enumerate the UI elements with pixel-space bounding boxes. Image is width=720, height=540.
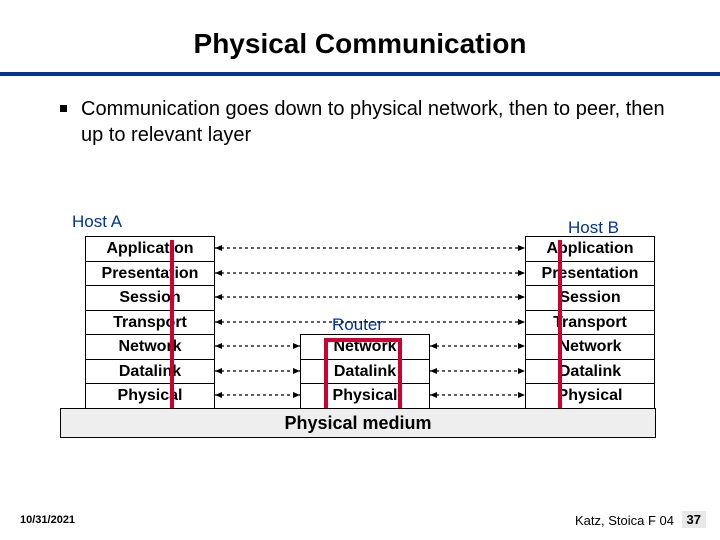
layer-cell: Physical <box>85 383 215 409</box>
footer-credit: Katz, Stoica F 04 <box>575 513 674 528</box>
layer-cell: Session <box>85 285 215 311</box>
diagram-area: Host A Host B Router ApplicationPresenta… <box>0 200 720 480</box>
layer-cell: Network <box>300 334 430 360</box>
router-label: Router <box>332 315 383 335</box>
bullet-text: Communication goes down to physical netw… <box>81 96 670 148</box>
layer-cell: Presentation <box>525 261 655 287</box>
footer-page: 37 <box>682 511 706 528</box>
layer-cell: Presentation <box>85 261 215 287</box>
layer-cell: Transport <box>525 310 655 336</box>
host-b-label: Host B <box>568 218 619 238</box>
bullet-square-icon <box>60 105 67 112</box>
layer-cell: Network <box>85 334 215 360</box>
footer-date: 10/31/2021 <box>20 514 75 526</box>
layer-cell: Session <box>525 285 655 311</box>
slide-title: Physical Communication <box>0 0 720 72</box>
layer-cell: Physical <box>525 383 655 409</box>
layer-cell: Network <box>525 334 655 360</box>
router-stack: NetworkDatalinkPhysical <box>300 334 430 409</box>
physical-medium: Physical medium <box>60 408 656 438</box>
bullet-row: Communication goes down to physical netw… <box>0 76 720 158</box>
layer-cell: Transport <box>85 310 215 336</box>
layer-cell: Datalink <box>525 359 655 385</box>
host-b-stack: ApplicationPresentationSessionTransportN… <box>525 236 655 409</box>
host-a-stack: ApplicationPresentationSessionTransportN… <box>85 236 215 409</box>
layer-cell: Physical <box>300 383 430 409</box>
layer-cell: Application <box>525 236 655 262</box>
layer-cell: Datalink <box>85 359 215 385</box>
layer-cell: Application <box>85 236 215 262</box>
host-a-label: Host A <box>72 212 122 232</box>
layer-cell: Datalink <box>300 359 430 385</box>
